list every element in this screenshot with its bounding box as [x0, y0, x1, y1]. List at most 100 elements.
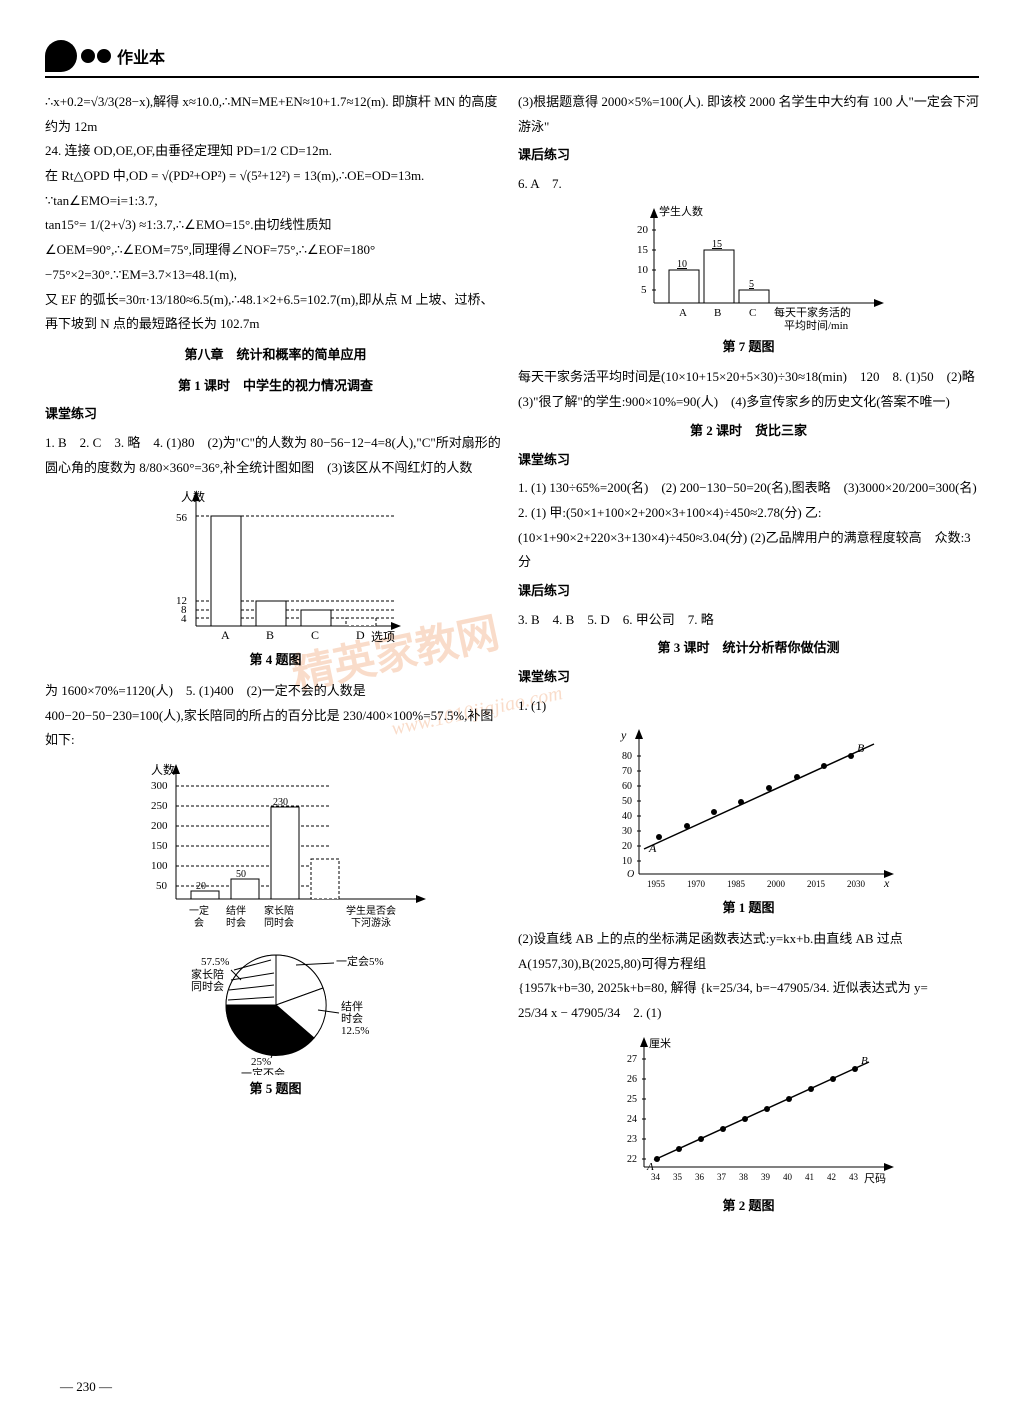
svg-text:B: B	[857, 741, 865, 755]
svg-text:25: 25	[627, 1094, 637, 1105]
para: 1. (1) 130÷65%=200(名) (2) 200−130−50=20(…	[518, 476, 979, 575]
bar-chart-4-svg: 人数 选项 56 12 8 4 A B C D	[146, 486, 406, 646]
svg-text:23: 23	[627, 1134, 637, 1145]
para: (3)根据题意得 2000×5%=100(人). 即该校 2000 名学生中大约…	[518, 90, 979, 139]
book-title: 作业本	[117, 44, 165, 68]
mascot-icon	[45, 40, 77, 72]
svg-text:57.5%: 57.5%	[201, 956, 229, 968]
svg-text:30: 30	[622, 826, 632, 837]
svg-text:人数: 人数	[181, 489, 205, 504]
sub-heading: 课堂练习	[518, 448, 979, 473]
svg-text:人数: 人数	[151, 762, 175, 777]
svg-text:26: 26	[627, 1074, 637, 1085]
svg-text:20: 20	[637, 224, 649, 236]
svg-text:5: 5	[641, 284, 647, 296]
svg-text:学生人数: 学生人数	[659, 204, 703, 218]
para: (2)设直线 AB 上的点的坐标满足函数表达式:y=kx+b.由直线 AB 过点…	[518, 927, 979, 976]
para: 3. B 4. B 5. D 6. 甲公司 7. 略	[518, 608, 979, 633]
svg-text:15: 15	[712, 239, 722, 250]
svg-text:39: 39	[761, 1172, 771, 1182]
svg-text:20: 20	[622, 841, 632, 852]
svg-text:10: 10	[622, 856, 632, 867]
svg-text:5: 5	[749, 279, 754, 290]
svg-text:结伴: 结伴	[226, 904, 246, 917]
section-title: 第 3 课时 统计分析帮你做估测	[518, 636, 979, 661]
svg-text:时会: 时会	[226, 916, 246, 929]
svg-text:50: 50	[156, 880, 168, 892]
svg-text:O: O	[627, 869, 634, 880]
svg-text:B: B	[861, 1055, 868, 1067]
svg-text:x: x	[883, 876, 890, 890]
svg-text:35: 35	[673, 1172, 683, 1182]
svg-text:56: 56	[176, 512, 188, 524]
svg-text:A: A	[679, 307, 687, 319]
para: 25/34 x − 47905/34 2. (1)	[518, 1001, 979, 1026]
svg-text:1955: 1955	[647, 879, 666, 889]
svg-text:150: 150	[151, 840, 168, 852]
svg-text:200: 200	[151, 820, 168, 832]
svg-text:34: 34	[651, 1172, 661, 1182]
section-title: 第 2 课时 货比三家	[518, 419, 979, 444]
chart-5-bar: 人数 300 250 200 150 100 50 20 50 230 一定 会…	[45, 759, 506, 929]
right-column: (3)根据题意得 2000×5%=100(人). 即该校 2000 名学生中大约…	[518, 90, 979, 1225]
svg-text:60: 60	[622, 781, 632, 792]
svg-text:40: 40	[783, 1172, 793, 1182]
svg-text:A: A	[221, 628, 230, 642]
svg-text:20: 20	[196, 881, 206, 892]
chart-1-scatter: y x O 80 70 60 50 40 30 20 10 1955 1970 …	[518, 724, 979, 921]
para: tan15°= 1/(2+√3) ≈1:3.7,∴∠EMO=15°.由切线性质知	[45, 213, 506, 238]
scatter-2-svg: 厘米 尺码 27 26 25 24 23 22 34 35 36 37 38 3…	[599, 1032, 899, 1192]
svg-text:y: y	[620, 728, 627, 742]
para: 1. B 2. C 3. 略 4. (1)80 (2)为"C"的人数为 80−5…	[45, 431, 506, 480]
svg-text:一定不会: 一定不会	[241, 1066, 285, 1075]
para: 又 EF 的弧长=30π·13/180≈6.5(m),∴48.1×2+6.5=1…	[45, 288, 506, 337]
two-column-body: ∴x+0.2=√3/3(28−x),解得 x≈10.0,∴MN=ME+EN≈10…	[45, 90, 979, 1225]
svg-text:一定会5%: 一定会5%	[336, 954, 384, 968]
svg-text:家长陪: 家长陪	[191, 967, 224, 981]
bar-chart-7-svg: 学生人数 20 15 10 5 10 15 5 A B C 每天干家务活的 平均…	[599, 203, 899, 333]
svg-text:50: 50	[236, 869, 246, 880]
page-number: — 230 —	[60, 1379, 112, 1395]
svg-text:4: 4	[181, 613, 187, 625]
dots-icon	[81, 49, 111, 63]
svg-text:同时会: 同时会	[191, 980, 224, 993]
svg-text:A: A	[646, 1161, 654, 1173]
svg-text:D: D	[356, 628, 365, 642]
svg-text:15: 15	[637, 244, 649, 256]
svg-text:100: 100	[151, 860, 168, 872]
chart-caption: 第 4 题图	[45, 648, 506, 673]
svg-text:36: 36	[695, 1172, 705, 1182]
svg-text:2030: 2030	[847, 879, 866, 889]
left-column: ∴x+0.2=√3/3(28−x),解得 x≈10.0,∴MN=ME+EN≈10…	[45, 90, 506, 1225]
svg-text:同时会: 同时会	[264, 916, 294, 929]
svg-text:一定: 一定	[189, 904, 209, 917]
sub-heading: 课堂练习	[518, 665, 979, 690]
svg-text:41: 41	[805, 1172, 814, 1182]
para: ∠OEM=90°,∴∠EOM=75°,同理得∠NOF=75°,∴∠EOF=180…	[45, 238, 506, 287]
chart-caption: 第 1 题图	[518, 896, 979, 921]
svg-text:10: 10	[637, 264, 649, 276]
pie-chart-5-svg: 57.5% 家长陪 同时会 一定会5% 结伴 时会 12.5% 25% 一定不会	[146, 935, 406, 1075]
svg-text:300: 300	[151, 780, 168, 792]
svg-text:230: 230	[273, 797, 288, 808]
chart-caption: 第 2 题图	[518, 1194, 979, 1219]
svg-text:10: 10	[677, 259, 687, 270]
svg-text:1970: 1970	[687, 879, 706, 889]
svg-text:42: 42	[827, 1172, 836, 1182]
scatter-1-svg: y x O 80 70 60 50 40 30 20 10 1955 1970 …	[599, 724, 899, 894]
svg-text:2000: 2000	[767, 879, 786, 889]
svg-text:250: 250	[151, 800, 168, 812]
svg-text:24: 24	[627, 1114, 637, 1125]
svg-text:家长陪: 家长陪	[264, 904, 294, 917]
para: 在 Rt△OPD 中,OD = √(PD²+OP²) = √(5²+12²) =…	[45, 164, 506, 213]
chart-caption: 第 5 题图	[45, 1077, 506, 1102]
svg-text:学生是否会: 学生是否会	[346, 904, 396, 917]
svg-text:厘米: 厘米	[649, 1037, 671, 1050]
bar-chart-5-svg: 人数 300 250 200 150 100 50 20 50 230 一定 会…	[121, 759, 431, 929]
svg-text:50: 50	[622, 796, 632, 807]
svg-text:70: 70	[622, 766, 632, 777]
para: 1. (1)	[518, 694, 979, 719]
svg-text:1985: 1985	[727, 879, 746, 889]
para: 每天干家务活平均时间是(10×10+15×20+5×30)÷30≈18(min)…	[518, 365, 979, 414]
svg-text:22: 22	[627, 1154, 637, 1165]
